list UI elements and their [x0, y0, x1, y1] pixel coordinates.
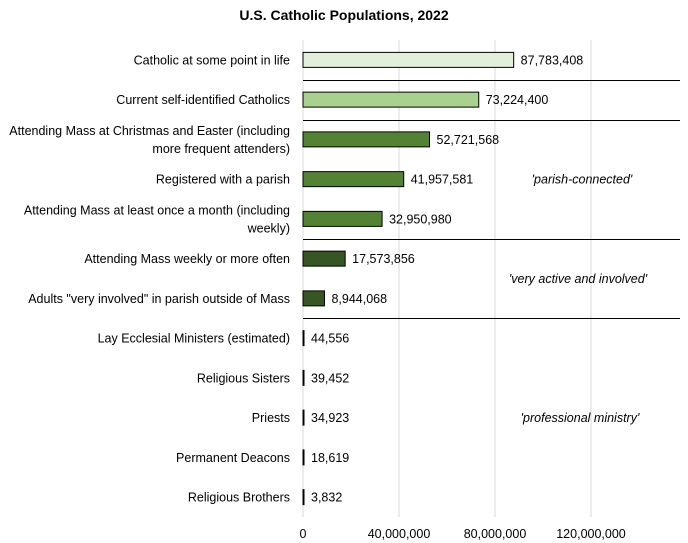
- category-label: Registered with a parish: [156, 173, 290, 187]
- group-annotation: 'parish-connected': [532, 173, 633, 187]
- category-label: Permanent Deacons: [176, 451, 290, 465]
- bar: [302, 91, 480, 108]
- value-label: 17,573,856: [352, 252, 415, 266]
- group-separators: [303, 80, 680, 319]
- category-label: Priests: [252, 411, 290, 425]
- value-label: 52,721,568: [437, 133, 500, 147]
- category-label: more frequent attenders): [152, 142, 290, 156]
- x-tick-label: 120,000,000: [556, 527, 626, 541]
- category-label: Attending Mass weekly or more often: [84, 252, 290, 266]
- bar: [302, 131, 431, 148]
- value-label: 39,452: [311, 371, 349, 385]
- chart-title: U.S. Catholic Populations, 2022: [239, 7, 448, 23]
- category-label: Religious Sisters: [197, 371, 290, 385]
- category-label: Catholic at some point in life: [134, 53, 290, 67]
- x-tick-label: 80,000,000: [464, 527, 527, 541]
- bar: [302, 409, 305, 426]
- bar: [302, 330, 305, 347]
- category-label: weekly): [247, 221, 290, 235]
- bars: [302, 51, 515, 506]
- x-axis-ticks: 0 40,000,000 80,000,000 120,000,000: [300, 527, 626, 541]
- value-labels: 87,783,408 73,224,400 52,721,568 41,957,581…: [311, 53, 583, 504]
- value-label: 8,944,068: [331, 292, 387, 306]
- bar: [302, 290, 325, 307]
- x-tick-label: 40,000,000: [368, 527, 431, 541]
- category-label: Attending Mass at least once a month (in…: [24, 203, 290, 217]
- category-label: Adults "very involved" in parish outside…: [28, 292, 290, 306]
- category-labels: Catholic at some point in life Current se…: [9, 53, 290, 504]
- value-label: 87,783,408: [521, 53, 584, 67]
- group-annotation: 'professional ministry': [521, 411, 640, 425]
- value-label: 41,957,581: [411, 173, 474, 187]
- value-label: 34,923: [311, 411, 349, 425]
- x-tick-label: 0: [300, 527, 307, 541]
- bar: [302, 369, 305, 386]
- value-label: 32,950,980: [389, 212, 452, 226]
- category-label: Lay Ecclesial Ministers (estimated): [98, 332, 290, 346]
- value-label: 73,224,400: [486, 93, 549, 107]
- group-annotations: 'parish-connected' 'very active and invol…: [509, 173, 648, 426]
- bar: [302, 250, 346, 267]
- bar: [302, 449, 305, 466]
- bar: [302, 489, 305, 506]
- bar: [302, 51, 515, 68]
- category-label: Religious Brothers: [188, 491, 290, 505]
- category-label: Attending Mass at Christmas and Easter (…: [9, 124, 290, 138]
- group-annotation: 'very active and involved': [509, 272, 648, 286]
- gridlines: [302, 40, 592, 517]
- bar: [302, 210, 383, 227]
- category-label: Current self-identified Catholics: [116, 93, 290, 107]
- value-label: 44,556: [311, 332, 349, 346]
- value-label: 18,619: [311, 451, 349, 465]
- bar: [302, 171, 405, 188]
- value-label: 3,832: [311, 491, 342, 505]
